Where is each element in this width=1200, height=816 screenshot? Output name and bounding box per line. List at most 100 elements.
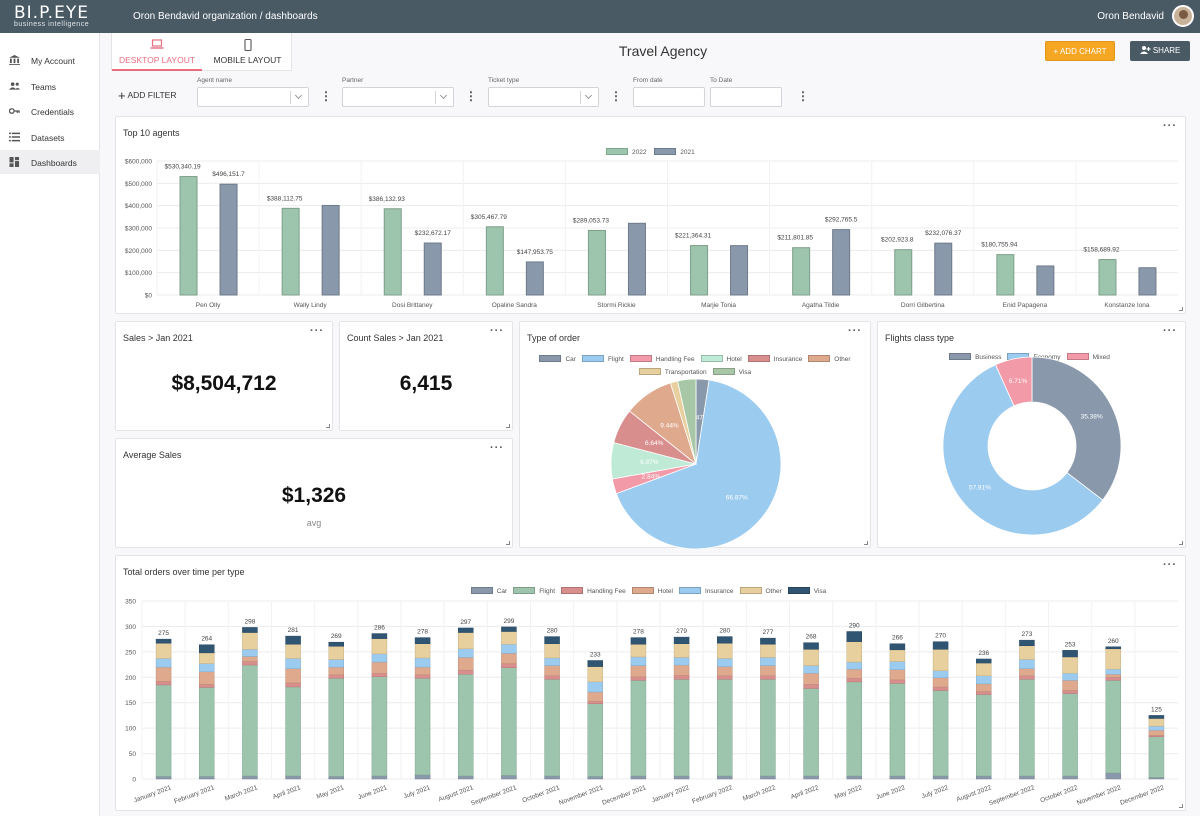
breadcrumb[interactable]: Oron Bendavid organization / dashboards: [133, 11, 318, 22]
agent-name-select[interactable]: [197, 87, 309, 107]
legend-label: Economy: [1033, 354, 1061, 361]
bar-segment: [846, 681, 862, 777]
legend-swatch: [470, 587, 493, 594]
bar-segment: [976, 683, 992, 692]
y-tick-label: 150: [125, 700, 136, 707]
user-name[interactable]: Oron Bendavid: [1097, 11, 1164, 22]
resize-handle[interactable]: [1179, 804, 1183, 808]
sidebar-item-datasets[interactable]: Datasets: [0, 125, 100, 149]
partner-select[interactable]: [342, 87, 454, 107]
bar-segment: [630, 656, 647, 666]
more-icon[interactable]: ···: [848, 325, 862, 337]
resize-handle[interactable]: [506, 424, 510, 428]
legend-item[interactable]: Visa: [712, 366, 751, 379]
resize-handle[interactable]: [1179, 307, 1183, 311]
bar: [1098, 259, 1117, 296]
legend-item[interactable]: Car: [470, 587, 507, 595]
legend-item[interactable]: Insurance: [747, 353, 802, 366]
bar-segment: [242, 664, 258, 777]
bar-segment: [630, 643, 647, 658]
legend-item[interactable]: Hotel: [700, 353, 742, 366]
bar-segment: [414, 666, 431, 675]
legend-item[interactable]: Flight: [581, 353, 624, 366]
legend-item[interactable]: 2022: [606, 148, 646, 156]
legend-item[interactable]: Handling Fee: [629, 353, 695, 366]
bar-segment: [587, 776, 603, 780]
bar-segment: [717, 679, 733, 777]
legend-item[interactable]: Other: [739, 587, 782, 595]
more-icon[interactable]: ···: [490, 325, 504, 337]
more-icon[interactable]: ···: [1163, 120, 1177, 132]
chart-legend: 2022 2021: [606, 148, 701, 156]
mobile-icon: [243, 39, 252, 51]
bar-segment: [717, 775, 733, 780]
bar-segment: [717, 636, 733, 644]
more-icon[interactable]: ···: [1163, 325, 1177, 337]
sidebar-item-my-account[interactable]: My Account: [0, 48, 100, 72]
tab-mobile-layout[interactable]: MOBILE LAYOUT: [202, 33, 293, 71]
bar-segment: [458, 648, 474, 658]
from-date-input[interactable]: [633, 87, 705, 107]
x-tick-label: Enid Papagena: [1003, 302, 1048, 309]
orders-time-chart: 350 300 250 200 150 100 50 0 275 January 2021 264 F…: [125, 599, 1178, 807]
legend-item[interactable]: Handling Fee: [561, 587, 626, 595]
legend-item[interactable]: Transportation: [638, 366, 707, 379]
total-label: 286: [374, 625, 385, 632]
sidebar-item-teams[interactable]: Teams: [0, 74, 100, 98]
list-icon: [9, 132, 20, 142]
legend-item[interactable]: Visa: [787, 587, 826, 595]
legend-swatch: [581, 355, 604, 362]
partner-menu-icon[interactable]: ⋮: [465, 89, 477, 103]
more-icon[interactable]: ···: [490, 442, 504, 454]
bar-segment: [1019, 775, 1035, 780]
legend-item[interactable]: Mixed: [1066, 353, 1110, 361]
legend-item[interactable]: Flight: [513, 587, 555, 595]
x-tick-label: Dosi Brittaney: [392, 302, 433, 309]
resize-handle[interactable]: [1179, 541, 1183, 545]
share-button[interactable]: SHARE: [1130, 41, 1190, 61]
sidebar: My Account Teams Credentials Datasets Da…: [0, 33, 100, 816]
logo[interactable]: BI.P.EYE business intelligence: [14, 3, 89, 28]
legend-swatch: [513, 587, 536, 594]
resize-handle[interactable]: [326, 424, 330, 428]
bar-segment: [285, 635, 301, 645]
total-label: 233: [590, 652, 601, 659]
bar-segment: [199, 776, 215, 780]
legend-item[interactable]: Car: [539, 353, 576, 366]
to-date-input[interactable]: [710, 87, 782, 107]
bar-segment: [889, 661, 906, 670]
more-icon[interactable]: ···: [310, 325, 324, 337]
data-label: $305,467.79: [471, 214, 508, 221]
average-sales-value: $1,326: [281, 484, 347, 507]
bar-segment: [328, 674, 344, 679]
legend-item[interactable]: Hotel: [631, 587, 673, 595]
resize-handle[interactable]: [506, 541, 510, 545]
count-sales-card: Count Sales > Jan 2021 ··· 6,415: [339, 321, 513, 431]
bar-segment: [458, 673, 474, 777]
dashboard-icon: [9, 157, 20, 167]
legend-item[interactable]: 2021: [654, 148, 695, 156]
add-chart-button[interactable]: + ADD CHART: [1045, 41, 1115, 61]
bar-segment: [544, 679, 560, 777]
resize-handle[interactable]: [864, 541, 868, 545]
ticket-type-menu-icon[interactable]: ⋮: [610, 89, 622, 103]
bar-segment: [587, 703, 603, 777]
agent-name-menu-icon[interactable]: ⋮: [320, 89, 332, 103]
bar-segment: [587, 691, 603, 702]
bar-segment: [760, 637, 776, 645]
add-filter-button[interactable]: + ADD FILTER: [118, 88, 176, 103]
legend-item[interactable]: Insurance: [678, 587, 734, 595]
logo-text: BI.P.EYE: [14, 3, 89, 23]
avatar[interactable]: [1172, 5, 1194, 27]
date-menu-icon[interactable]: ⋮: [797, 89, 809, 103]
bar-segment: [328, 776, 344, 780]
total-label: 264: [201, 636, 212, 643]
legend-item[interactable]: Business: [949, 353, 1001, 361]
ticket-type-select[interactable]: [488, 87, 599, 107]
bar-segment: [285, 775, 301, 780]
legend-item[interactable]: Other: [808, 353, 851, 366]
tab-desktop-layout[interactable]: DESKTOP LAYOUT: [112, 33, 202, 71]
more-icon[interactable]: ···: [1163, 559, 1177, 571]
sidebar-item-credentials[interactable]: Credentials: [0, 99, 100, 123]
sidebar-item-dashboards[interactable]: Dashboards: [0, 150, 100, 174]
